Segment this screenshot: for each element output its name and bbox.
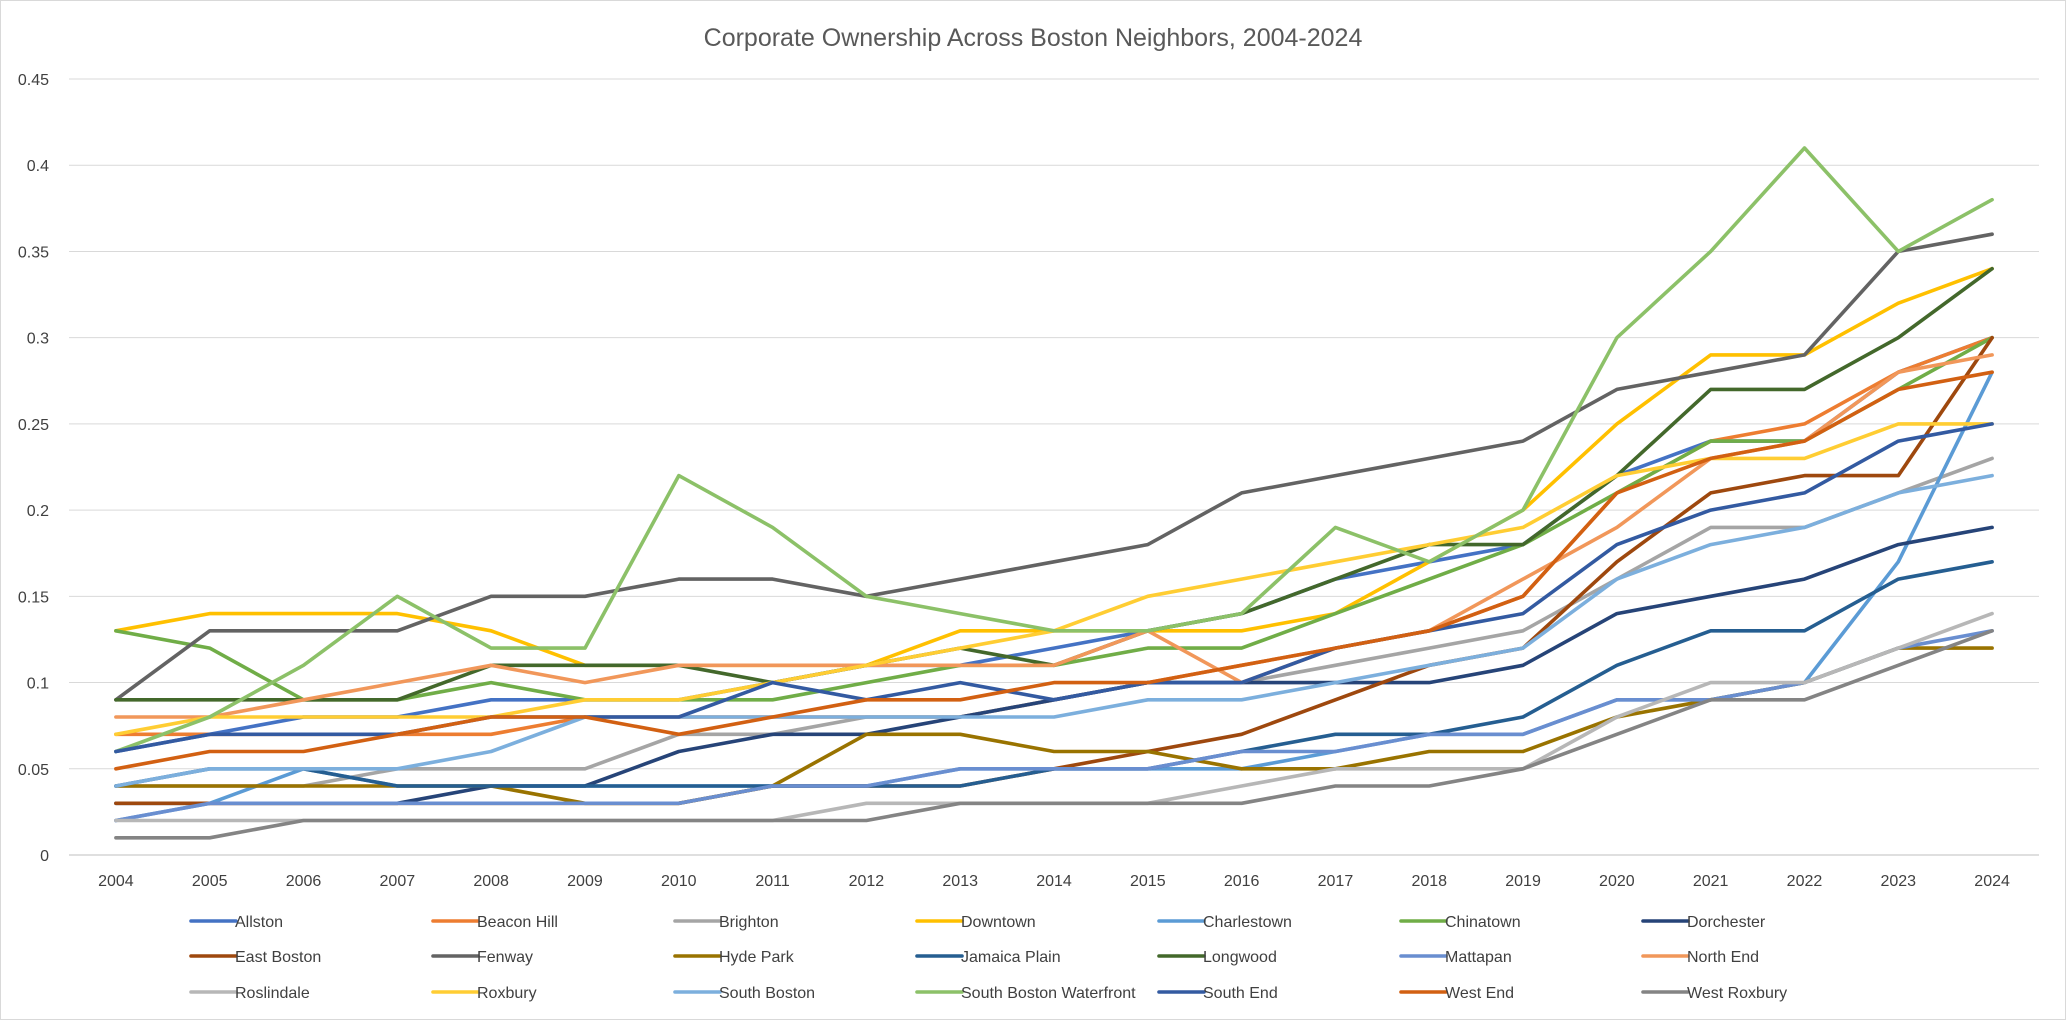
legend-item: West End [1399, 985, 1514, 1002]
y-axis-ticks: 0 0.05 0.1 0.15 0.2 0.25 0.3 0.35 0.4 0.45 [18, 72, 49, 865]
legend-item: Beacon Hill [431, 914, 558, 931]
legend-item: Hyde Park [673, 949, 795, 966]
legend-label: South Boston [719, 985, 815, 1002]
x-tick-label: 2007 [380, 873, 416, 890]
x-tick-label: 2022 [1787, 873, 1823, 890]
series-line-downtown [114, 266, 1994, 668]
x-tick-label: 2017 [1318, 873, 1354, 890]
y-tick-label: 0.45 [18, 72, 49, 89]
legend-item: Fenway [431, 949, 533, 966]
y-tick-label: 0.2 [27, 503, 49, 520]
series-line-north-end [114, 353, 1994, 719]
x-tick-label: 2008 [473, 873, 509, 890]
series-line-fenway [114, 232, 1994, 702]
series-line-west-roxbury [114, 628, 1994, 840]
series-lines [114, 146, 1994, 840]
x-tick-label: 2019 [1505, 873, 1541, 890]
y-tick-label: 0.05 [18, 762, 49, 779]
x-tick-label: 2009 [567, 873, 603, 890]
legend-item: South Boston Waterfront [915, 985, 1136, 1002]
x-tick-label: 2021 [1693, 873, 1729, 890]
legend-item: East Boston [189, 949, 321, 966]
y-tick-label: 0.35 [18, 244, 49, 261]
legend-label: Mattapan [1445, 949, 1512, 966]
series-line-west-end [114, 370, 1994, 771]
legend-label: West Roxbury [1687, 985, 1787, 1002]
x-tick-label: 2015 [1130, 873, 1166, 890]
legend-item: Roxbury [431, 985, 537, 1002]
series-line-longwood [114, 266, 1994, 702]
x-tick-label: 2014 [1036, 873, 1072, 890]
legend-label: Allston [235, 914, 283, 931]
series-line-roxbury [114, 422, 1994, 737]
legend-item: West Roxbury [1641, 985, 1787, 1002]
y-tick-label: 0.25 [18, 417, 49, 434]
legend-item: Downtown [915, 914, 1036, 931]
legend-item: Roslindale [189, 985, 310, 1002]
legend-item: Chinatown [1399, 914, 1521, 931]
x-tick-label: 2020 [1599, 873, 1635, 890]
legend-item: Charlestown [1157, 914, 1292, 931]
legend-label: South End [1203, 985, 1278, 1002]
series-line-beacon-hill [114, 335, 1994, 737]
legend-item: Longwood [1157, 949, 1277, 966]
y-tick-label: 0.3 [27, 331, 49, 348]
legend-item: South End [1157, 985, 1278, 1002]
legend-label: Charlestown [1203, 914, 1292, 931]
series-line-mattapan [114, 628, 1994, 823]
legend-label: Dorchester [1687, 914, 1766, 931]
series-line-brighton [114, 456, 1994, 788]
series-line-south-end [114, 422, 1994, 754]
series-line-south-boston-waterfront [114, 146, 1994, 754]
legend-item: South Boston [673, 985, 815, 1002]
legend-label: Jamaica Plain [961, 949, 1061, 966]
x-tick-label: 2016 [1224, 873, 1260, 890]
series-line-allston [114, 335, 1994, 754]
legend-item: Allston [189, 914, 283, 931]
legend-label: Downtown [961, 914, 1036, 931]
legend-label: Beacon Hill [477, 914, 558, 931]
x-tick-label: 2005 [192, 873, 228, 890]
legend-label: South Boston Waterfront [961, 985, 1136, 1002]
legend-label: Chinatown [1445, 914, 1521, 931]
legend-item: Jamaica Plain [915, 949, 1061, 966]
legend-label: North End [1687, 949, 1759, 966]
legend: Allston Beacon Hill Brighton Downtown Charle… [189, 914, 1787, 1002]
x-tick-label: 2012 [849, 873, 885, 890]
legend-label: Longwood [1203, 949, 1277, 966]
x-tick-label: 2010 [661, 873, 697, 890]
x-tick-label: 2006 [286, 873, 322, 890]
legend-label: Brighton [719, 914, 779, 931]
legend-label: Hyde Park [719, 949, 795, 966]
series-line-south-boston [114, 473, 1994, 788]
x-tick-label: 2024 [1974, 873, 2010, 890]
x-axis-ticks: 2004 2005 2006 2007 2008 2009 2010 2011 2012 2013… [98, 873, 2010, 890]
legend-item: Mattapan [1399, 949, 1512, 966]
legend-label: West End [1445, 985, 1514, 1002]
x-tick-label: 2004 [98, 873, 134, 890]
legend-item: Brighton [673, 914, 779, 931]
chart-title: Corporate Ownership Across Boston Neighb… [704, 24, 1363, 52]
y-tick-label: 0.1 [27, 676, 49, 693]
x-tick-label: 2011 [755, 873, 790, 890]
x-tick-label: 2013 [942, 873, 978, 890]
y-tick-label: 0.15 [18, 589, 49, 606]
y-tick-label: 0.4 [27, 158, 49, 175]
legend-item: Dorchester [1641, 914, 1766, 931]
legend-label: East Boston [235, 949, 321, 966]
y-tick-label: 0 [40, 848, 49, 865]
legend-label: Roslindale [235, 985, 310, 1002]
x-tick-label: 2023 [1880, 873, 1916, 890]
series-line-chinatown [114, 335, 1994, 702]
legend-label: Roxbury [477, 985, 537, 1002]
legend-label: Fenway [477, 949, 533, 966]
legend-item: North End [1641, 949, 1759, 966]
series-line-hyde-park [114, 646, 1994, 806]
x-tick-label: 2018 [1411, 873, 1447, 890]
